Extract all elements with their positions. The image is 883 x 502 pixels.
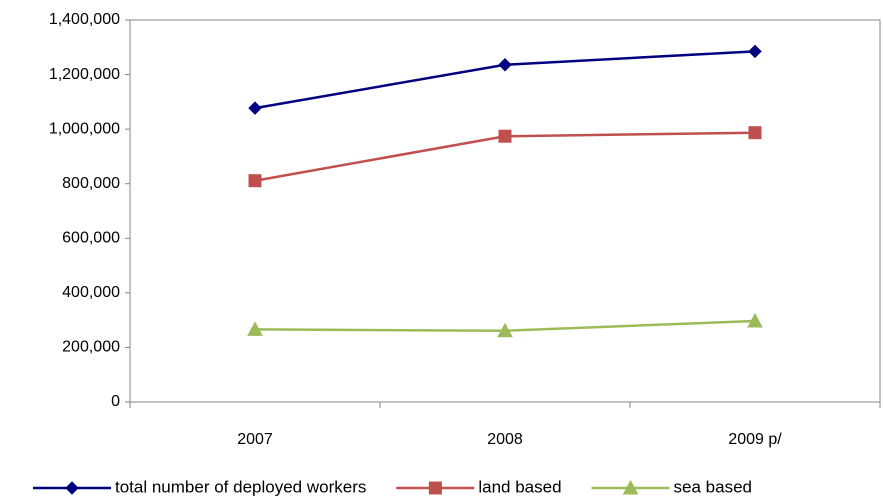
legend-marker <box>622 479 639 495</box>
data-point <box>247 321 263 336</box>
data-point <box>748 126 762 140</box>
x-tick-label: 2008 <box>487 431 523 448</box>
data-point <box>498 129 512 143</box>
y-tick-label: 600,000 <box>62 230 120 247</box>
legend-label: total number of deployed workers <box>115 477 366 496</box>
plot-frame <box>129 19 881 403</box>
y-tick-label: 0 <box>111 393 120 410</box>
data-point <box>497 322 513 338</box>
data-point <box>747 312 763 328</box>
data-point <box>248 174 262 188</box>
data-point <box>748 44 762 59</box>
y-tick-label: 200,000 <box>62 339 120 356</box>
y-tick-label: 1,400,000 <box>49 11 120 28</box>
data-point <box>248 101 262 115</box>
legend-label: sea based <box>674 477 752 496</box>
legend-label: land based <box>478 477 561 496</box>
legend-marker <box>428 481 442 495</box>
x-tick-label: 2007 <box>237 431 273 448</box>
x-tick-label: 2009 p/ <box>728 431 782 448</box>
y-tick-label: 1,200,000 <box>49 66 120 83</box>
y-tick-label: 400,000 <box>62 284 120 301</box>
data-point <box>498 58 512 72</box>
legend-marker <box>65 481 79 495</box>
y-tick-label: 800,000 <box>62 175 120 192</box>
y-tick-label: 1,000,000 <box>49 120 120 137</box>
